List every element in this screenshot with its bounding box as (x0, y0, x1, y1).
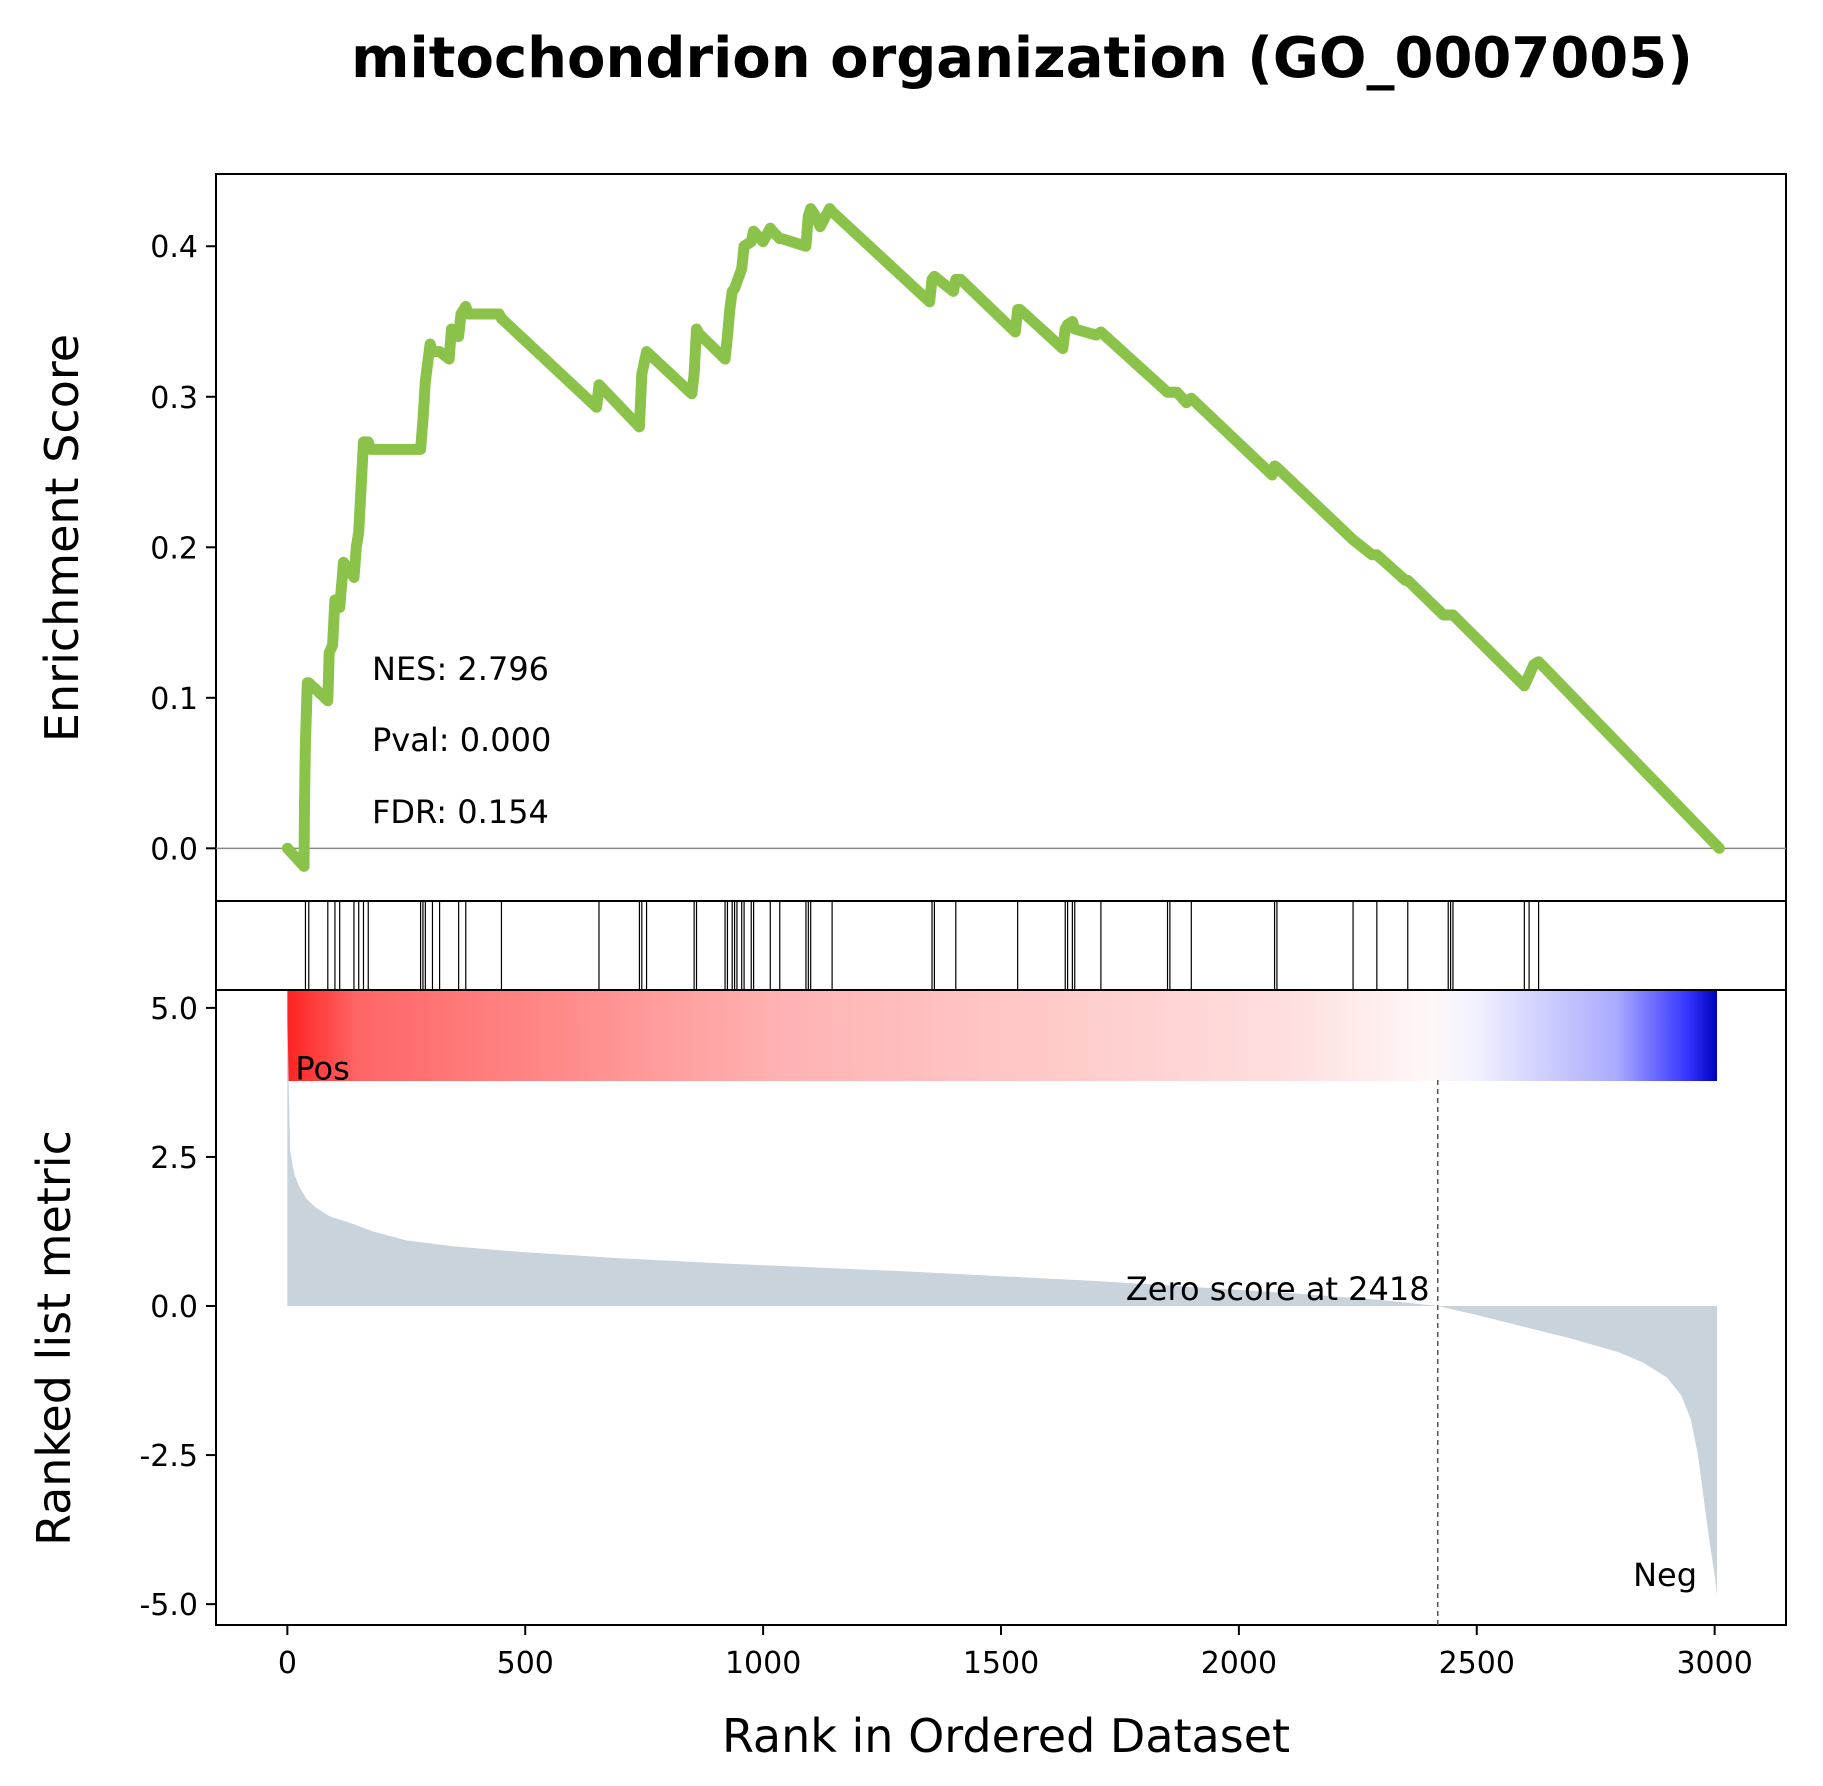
enrichment-y-tick-label: 0.1 (150, 682, 198, 717)
metric-y-tick-label: 5.0 (150, 992, 198, 1027)
x-tick-label: 1000 (725, 1646, 801, 1681)
enrichment-y-ticks: 0.0 0.1 0.2 0.3 0.4 (150, 230, 216, 867)
x-tick-label: 3000 (1676, 1646, 1752, 1681)
ranked-metric-area (287, 1013, 1717, 1596)
metric-y-ticks: 5.0 2.5 0.0 -2.5 -5.0 (139, 992, 216, 1623)
gene-hit-marks (304, 902, 1540, 989)
metric-y-tick-label: -5.0 (139, 1588, 198, 1623)
rank-color-gradient-bar (287, 991, 1718, 1081)
ranked-metric-panel: Zero score at 2418 Pos Neg 5.0 2.5 0.0 -2.5… (27, 989, 1787, 1626)
hit-panel-frame (215, 900, 1787, 991)
enrichment-y-tick-label: 0.4 (150, 230, 198, 265)
x-tick-label: 500 (497, 1646, 554, 1681)
metric-y-tick-label: -2.5 (139, 1439, 198, 1474)
x-axis-ticks: 0 500 1000 1500 2000 2500 3000 (278, 1625, 1753, 1681)
metric-y-tick-label: 2.5 (150, 1141, 198, 1176)
enrichment-y-tick-label: 0.2 (150, 531, 198, 566)
pos-label: Pos (295, 1049, 349, 1087)
enrichment-panel: 0.0 0.1 0.2 0.3 0.4 NES: 2.796 Pval: 0.000 F… (35, 173, 1787, 902)
x-tick-label: 0 (278, 1646, 297, 1681)
x-axis-label: Rank in Ordered Dataset (722, 1709, 1290, 1763)
pval-stat: Pval: 0.000 (372, 721, 551, 759)
enrichment-y-axis-label: Enrichment Score (35, 334, 89, 742)
enrichment-y-tick-label: 0.3 (150, 381, 198, 416)
metric-y-tick-label: 0.0 (150, 1290, 198, 1325)
enrichment-score-line (281, 203, 1725, 872)
enrichment-plot-frame (215, 173, 1787, 902)
fdr-stat: FDR: 0.154 (372, 793, 549, 831)
hit-panel (215, 900, 1787, 991)
neg-label: Neg (1633, 1556, 1697, 1594)
metric-y-axis-label: Ranked list metric (27, 1130, 81, 1546)
zero-score-label: Zero score at 2418 (1126, 1270, 1430, 1308)
chart-title: mitochondrion organization (GO_0007005) (351, 26, 1693, 91)
x-tick-label: 2500 (1439, 1646, 1515, 1681)
nes-stat: NES: 2.796 (372, 650, 549, 688)
enrichment-y-tick-label: 0.0 (150, 832, 198, 867)
x-tick-label: 2000 (1201, 1646, 1277, 1681)
x-tick-label: 1500 (963, 1646, 1039, 1681)
